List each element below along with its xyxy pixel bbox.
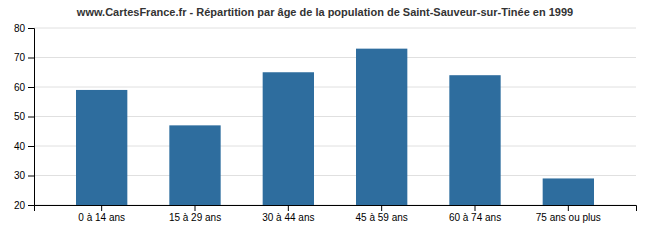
chart-container: www.CartesFrance.fr - Répartition par âg… bbox=[0, 0, 650, 229]
axis-line bbox=[28, 29, 35, 206]
y-axis: 20 30 40 50 60 70 80 bbox=[14, 23, 35, 211]
grid-line bbox=[34, 87, 636, 88]
x-axis: 0 à 14 ans 15 à 29 ans 30 à 44 ans 45 à 59 … bbox=[35, 205, 637, 223]
tick: 40 bbox=[14, 141, 34, 152]
tick-label: 50 bbox=[14, 111, 26, 122]
tick: 75 ans ou plus bbox=[536, 205, 601, 223]
tick-mark bbox=[28, 176, 34, 177]
tick: 60 à 74 ans bbox=[449, 205, 501, 223]
tick-mark bbox=[475, 205, 476, 211]
tick-label: 15 à 29 ans bbox=[169, 212, 221, 223]
tick: 70 bbox=[14, 52, 34, 63]
bar bbox=[169, 125, 220, 205]
tick: 0 à 14 ans bbox=[78, 205, 125, 223]
tick-mark bbox=[381, 205, 382, 211]
tick-label: 75 ans ou plus bbox=[536, 212, 601, 223]
tick-label: 20 bbox=[14, 200, 26, 211]
plot-area bbox=[76, 49, 594, 205]
bar bbox=[356, 49, 407, 205]
tick-mark bbox=[101, 205, 102, 211]
bar bbox=[543, 178, 594, 205]
tick-mark bbox=[28, 146, 34, 147]
tick-mark bbox=[28, 28, 34, 29]
tick-mark bbox=[28, 58, 34, 59]
tick-label: 40 bbox=[14, 141, 26, 152]
grid-line bbox=[34, 57, 636, 58]
tick-label: 30 bbox=[14, 170, 26, 181]
tick: 20 bbox=[14, 200, 34, 211]
axis-line bbox=[35, 206, 637, 212]
chart: www.CartesFrance.fr - Répartition par âg… bbox=[0, 0, 650, 229]
tick-mark bbox=[195, 205, 196, 211]
tick-mark bbox=[28, 205, 34, 206]
tick-label: 60 bbox=[14, 82, 26, 93]
title: www.CartesFrance.fr - Répartition par âg… bbox=[76, 6, 573, 18]
tick: 30 à 44 ans bbox=[262, 205, 314, 223]
grid-line bbox=[34, 28, 636, 29]
tick-mark bbox=[288, 205, 289, 211]
tick-mark bbox=[28, 87, 34, 88]
tick: 30 bbox=[14, 170, 34, 181]
bar bbox=[263, 72, 314, 205]
tick-label: 45 à 59 ans bbox=[356, 212, 408, 223]
bar bbox=[76, 90, 127, 205]
tick-label: 80 bbox=[14, 23, 26, 34]
tick-mark bbox=[568, 205, 569, 211]
tick: 60 bbox=[14, 82, 34, 93]
tick-label: 60 à 74 ans bbox=[449, 212, 501, 223]
tick-label: 0 à 14 ans bbox=[78, 212, 125, 223]
tick: 80 bbox=[14, 23, 34, 34]
tick-label: 30 à 44 ans bbox=[262, 212, 314, 223]
tick: 45 à 59 ans bbox=[356, 205, 408, 223]
tick: 50 bbox=[14, 111, 34, 122]
tick-mark bbox=[28, 117, 34, 118]
tick-label: 70 bbox=[14, 52, 26, 63]
bar bbox=[449, 75, 500, 205]
tick: 15 à 29 ans bbox=[169, 205, 221, 223]
